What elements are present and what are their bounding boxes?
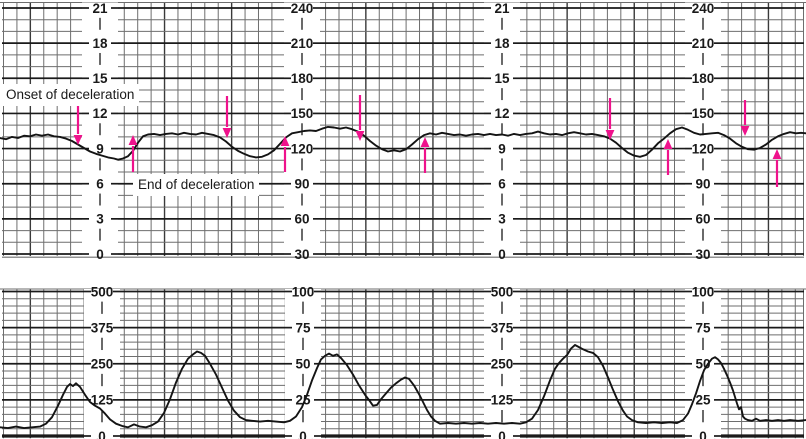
axis-tick-label: 12 bbox=[494, 106, 509, 121]
onset-of-deceleration-label: Onset of deceleration bbox=[1, 84, 140, 106]
end-arrow-head bbox=[663, 139, 673, 149]
uterine-activity-panel: 5003752501250100755025050037525012501007… bbox=[0, 284, 806, 439]
axis-tick-label: 60 bbox=[695, 212, 710, 227]
grid bbox=[0, 288, 806, 439]
axis-tick-label: 375 bbox=[491, 320, 514, 335]
axis-tick-label: 150 bbox=[291, 106, 314, 121]
deceleration-arrows bbox=[73, 95, 782, 187]
axis-tick-label: 15 bbox=[494, 71, 510, 86]
onset-arrow-head bbox=[355, 131, 365, 141]
axis-tick-label: 12 bbox=[92, 106, 107, 121]
axis-tick-label: 30 bbox=[294, 247, 309, 262]
axis-tick-label: 250 bbox=[491, 357, 514, 372]
axis-tick-label: 240 bbox=[291, 1, 314, 16]
axis-tick-label: 120 bbox=[291, 141, 314, 156]
axis-tick-label: 90 bbox=[294, 177, 309, 192]
axis-tick-label: 30 bbox=[695, 247, 710, 262]
y-axis-scales: 5003752501250100755025050037525012501007… bbox=[84, 284, 721, 439]
end-arrow-head bbox=[128, 135, 138, 145]
axis-tick-label: 0 bbox=[699, 429, 707, 439]
axis-tick-label: 125 bbox=[91, 393, 114, 408]
axis-tick-label: 50 bbox=[295, 357, 310, 372]
axis-tick-label: 240 bbox=[692, 1, 715, 16]
axis-tick-label: 21 bbox=[494, 1, 510, 16]
axis-tick-label: 120 bbox=[692, 141, 715, 156]
end-arrow-head bbox=[280, 136, 290, 146]
fhr-panel: 2118151296302402101801501209060302118151… bbox=[0, 1, 806, 262]
axis-tick-label: 125 bbox=[491, 393, 514, 408]
fetal-heart-rate-trace bbox=[0, 125, 806, 161]
axis-tick-label: 3 bbox=[498, 212, 506, 227]
end-arrow-head bbox=[420, 137, 430, 147]
axis-tick-label: 50 bbox=[695, 357, 710, 372]
axis-tick-label: 0 bbox=[96, 247, 104, 262]
axis-tick-label: 180 bbox=[692, 71, 715, 86]
axis-tick-label: 15 bbox=[92, 71, 108, 86]
end-arrow-head bbox=[772, 149, 782, 159]
axis-tick-label: 0 bbox=[498, 247, 506, 262]
axis-tick-label: 210 bbox=[692, 36, 715, 51]
axis-tick-label: 375 bbox=[91, 320, 114, 335]
axis-tick-label: 9 bbox=[96, 141, 104, 156]
axis-tick-label: 3 bbox=[96, 212, 104, 227]
axis-tick-label: 500 bbox=[491, 284, 514, 299]
onset-arrow-head bbox=[73, 135, 83, 145]
axis-tick-label: 21 bbox=[92, 1, 108, 16]
axis-tick-label: 100 bbox=[292, 284, 315, 299]
axis-tick-label: 210 bbox=[291, 36, 314, 51]
axis-tick-label: 6 bbox=[498, 177, 506, 192]
y-axis-scales: 2118151296302402101801501209060302118151… bbox=[82, 1, 721, 262]
uterine-activity-trace bbox=[0, 344, 806, 430]
axis-tick-label: 18 bbox=[92, 36, 108, 51]
axis-tick-label: 100 bbox=[692, 284, 715, 299]
axis-tick-label: 18 bbox=[494, 36, 510, 51]
axis-tick-label: 60 bbox=[294, 212, 309, 227]
axis-tick-label: 25 bbox=[695, 393, 711, 408]
axis-tick-label: 0 bbox=[98, 429, 106, 439]
axis-tick-label: 0 bbox=[299, 429, 307, 439]
onset-arrow-head bbox=[222, 128, 232, 138]
axis-tick-label: 500 bbox=[91, 284, 114, 299]
end-of-deceleration-label: End of deceleration bbox=[133, 174, 260, 196]
axis-tick-label: 250 bbox=[91, 357, 114, 372]
onset-arrow-head bbox=[605, 130, 615, 140]
axis-tick-label: 150 bbox=[692, 106, 715, 121]
axis-tick-label: 90 bbox=[695, 177, 710, 192]
axis-tick-label: 75 bbox=[295, 320, 311, 335]
onset-arrow-head bbox=[740, 126, 750, 136]
axis-tick-label: 75 bbox=[695, 320, 711, 335]
axis-tick-label: 6 bbox=[96, 177, 104, 192]
axis-tick-label: 9 bbox=[498, 141, 506, 156]
axis-tick-label: 0 bbox=[498, 429, 506, 439]
axis-tick-label: 180 bbox=[291, 71, 314, 86]
